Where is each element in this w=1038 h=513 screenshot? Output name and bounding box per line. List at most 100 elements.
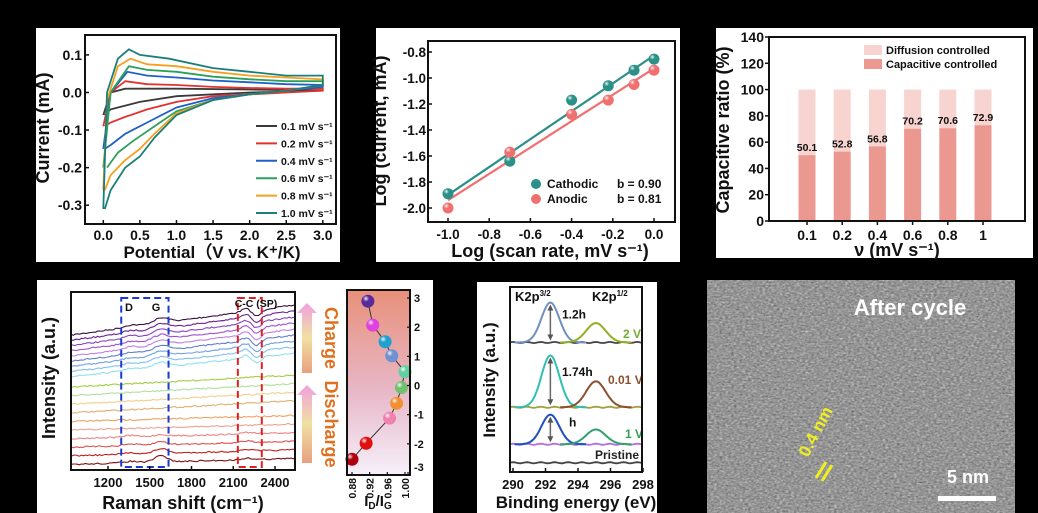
legend-label: 0.4 mV s⁻¹ <box>281 156 333 168</box>
point-highlight <box>442 202 454 214</box>
bar-value-label: 70.6 <box>938 115 959 127</box>
cc-band-label: C-C (SP) <box>235 298 278 310</box>
y-axis-label: Log (current, mA) <box>370 55 390 206</box>
y-tick-label: -2.0 <box>403 201 426 216</box>
x-tick-label: 2.0 <box>240 227 260 243</box>
raman-spectrum-11 <box>70 391 296 405</box>
x-tick-label: 1.0 <box>167 227 187 243</box>
x-tick-label: 1500 <box>135 475 164 490</box>
cv-chart: 0.1 mV s⁻¹ 0.2 mV s⁻¹ 0.4 mV s⁻¹ 0.6 mV s⁻¹… <box>33 28 340 262</box>
raman-spectrum-18 <box>70 454 296 466</box>
dg-region-box <box>120 297 170 468</box>
x-tick-label: -0.2 <box>601 227 624 242</box>
point-highlight <box>398 365 412 379</box>
point-highlight <box>383 411 397 425</box>
raman-spectrum-1 <box>70 310 296 342</box>
x-tick-label: -1.0 <box>436 227 459 242</box>
y-tick-label: 0 <box>756 213 764 229</box>
point-highlight <box>648 53 660 65</box>
legend-swatch <box>864 59 882 69</box>
scale-bar-label: 5 nm <box>947 467 989 487</box>
x-axis-label: Raman shift (cm⁻¹) <box>102 493 264 513</box>
y-tick-label: -3 <box>414 462 424 474</box>
x-axis-label-part: /I <box>376 493 384 510</box>
peak-superscript: 1/2 <box>617 289 629 298</box>
point-highlight <box>566 94 578 106</box>
y-tick-label: 140 <box>741 29 765 45</box>
x-tick-label: 0.8 <box>938 227 958 243</box>
plot-frame <box>70 291 296 471</box>
x-axis-label: Potential（V vs. K⁺/K) <box>123 242 300 262</box>
point-highlight <box>442 188 454 200</box>
x-axis-label: Binding energy (eV) <box>496 493 657 512</box>
x-tick-label: 2.5 <box>277 227 297 243</box>
y-tick-label: 2 <box>414 322 420 334</box>
bar-capacitive <box>939 128 957 221</box>
tem-title: After cycle <box>854 295 967 320</box>
bar-value-label: 70.2 <box>902 116 923 128</box>
state-label: 1 V <box>625 427 643 441</box>
y-tick-label: 120 <box>741 55 765 71</box>
point-highlight <box>361 294 375 308</box>
bar-value-label: 52.8 <box>832 139 853 151</box>
x-tick-label: -0.8 <box>478 227 502 242</box>
plot-frame <box>509 286 643 473</box>
x-tick-label: 1.5 <box>203 227 223 243</box>
point-highlight <box>366 318 380 332</box>
k12-label: K2p1/2 <box>592 289 628 304</box>
x-tick-label: 1200 <box>94 475 123 490</box>
g-band-label: G <box>152 302 161 314</box>
y-tick-label: -1.4 <box>403 123 427 138</box>
fit-line-anodic <box>447 67 655 202</box>
cv-curve-5 <box>102 48 324 210</box>
raman-spectrum-10 <box>70 382 296 397</box>
point-highlight <box>359 436 373 450</box>
k2p12-peak <box>560 380 632 409</box>
xps-baseline <box>509 461 642 465</box>
bar-diffusion <box>939 89 957 129</box>
bar-diffusion <box>798 89 816 156</box>
bar-diffusion <box>833 89 851 152</box>
peak-ratio-label: 1.74h <box>562 365 593 379</box>
y-tick-label: 100 <box>741 82 765 98</box>
legend-label: 0.2 mV s⁻¹ <box>281 138 333 150</box>
y-tick-label: 40 <box>748 160 764 176</box>
legend-label: 0.1 mV s⁻¹ <box>281 121 333 133</box>
raman-spectrum-13 <box>71 414 296 423</box>
y-tick-label: 0.1 <box>63 47 83 63</box>
plot-frame <box>427 40 676 223</box>
bar-diffusion <box>904 89 922 129</box>
peak-ratio-label: h <box>569 415 576 429</box>
x-axis-label-part: G <box>384 501 392 512</box>
cv-curve-1 <box>102 80 324 128</box>
y-tick-label: 0 <box>414 381 420 393</box>
state-label: Pristine <box>595 448 639 462</box>
k2p12-peak <box>560 322 632 344</box>
legend-label: Capacitive controlled <box>886 59 997 71</box>
y-axis-label: Intensity (a.u.) <box>39 317 59 439</box>
x-tick-label: 0.0 <box>94 227 114 243</box>
charge-arrow-icon <box>297 303 317 373</box>
point-highlight <box>394 381 408 395</box>
x-axis-label: Log (scan rate, mV s⁻¹) <box>451 241 649 261</box>
point-highlight <box>385 349 399 363</box>
x-tick-label: 0.6 <box>903 227 923 243</box>
raman-spectrum-9 <box>71 374 296 388</box>
raman-spectrum-16 <box>70 439 296 449</box>
raman-spectrum-17 <box>70 448 296 457</box>
legend-marker <box>531 194 541 204</box>
point-highlight <box>504 146 516 158</box>
legend-marker <box>531 179 541 189</box>
x-tick-label: 0.1 <box>797 227 817 243</box>
k32-label: K2p3/2 <box>515 289 551 304</box>
point-highlight <box>628 64 640 76</box>
y-tick-label: -0.1 <box>58 122 82 138</box>
y-tick-label: 0.0 <box>63 84 83 100</box>
x-tick-label: 1800 <box>177 475 206 490</box>
x-axis-label-part: I <box>364 493 368 510</box>
y-tick-label: -1.0 <box>403 71 426 86</box>
log-current-chart: Cathodic b = 0.90 Anodic b = 0.81 -1.0 -0.8 -0… <box>370 28 680 262</box>
x-axis-label: ID/IG <box>364 493 392 512</box>
state-label: 2 V <box>623 327 641 341</box>
legend-b-value: b = 0.90 <box>617 177 662 191</box>
